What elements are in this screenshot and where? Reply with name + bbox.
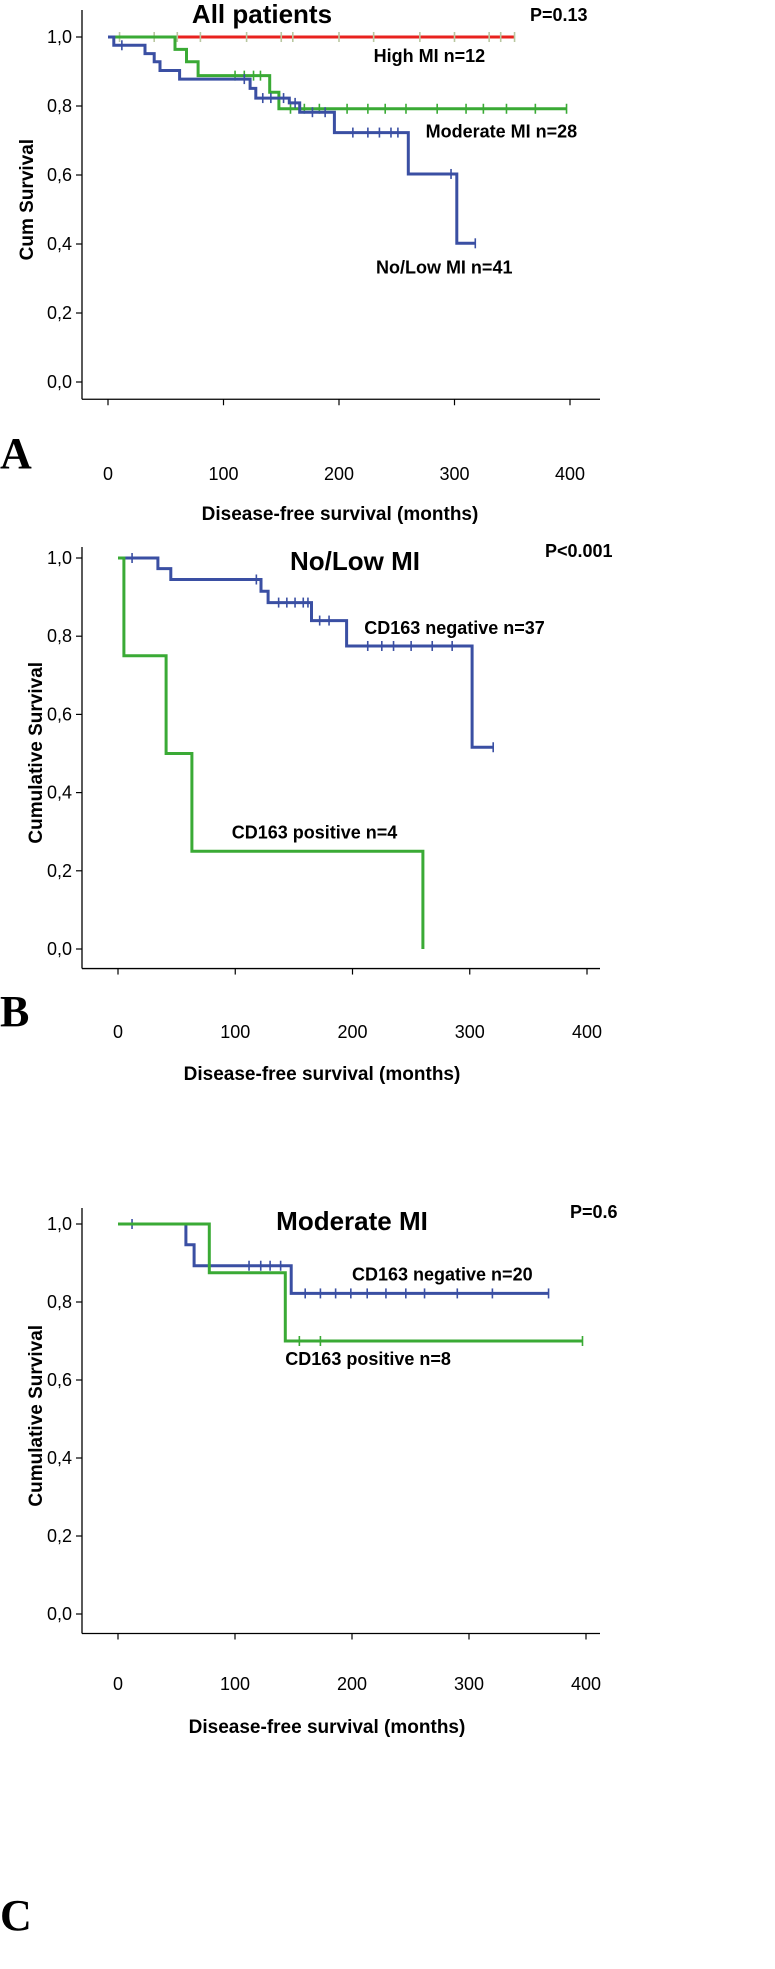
x-tick-label: 200: [337, 1022, 367, 1042]
x-tick-label: 300: [454, 1674, 484, 1694]
panel-letter: C: [0, 1891, 32, 1940]
y-tick-label: 0,0: [47, 939, 72, 959]
panel-letter: A: [0, 429, 32, 478]
y-tick-label: 0,4: [47, 1448, 72, 1468]
x-axis-title: Disease-free survival (months): [189, 1717, 466, 1738]
panel-3: 0,0 0,2 0,4 0,6 0,8 1,0 0 100 200 300 400 Disease-f…: [0, 1202, 618, 1940]
y-tick-label: 0,0: [47, 1604, 72, 1624]
series-label-no-low-mi: No/Low MI n=41: [376, 257, 513, 277]
y-axis-title: Cumulative Survival: [26, 1325, 47, 1507]
series-label-cd163-positive: CD163 positive n=8: [285, 1349, 451, 1369]
panel-1: 0,0 0,2 0,4 0,6 0,8 1,0 0 100 200 300 400 Disease-f…: [0, 0, 600, 525]
x-tick-label: 0: [103, 464, 113, 484]
series-label-high-mi: High MI n=12: [374, 46, 486, 66]
x-tick-label: 400: [555, 464, 585, 484]
y-tick-label: 1,0: [47, 1214, 72, 1234]
y-tick-label: 0,2: [47, 861, 72, 881]
x-tick-label: 400: [572, 1022, 602, 1042]
series-label-cd163-negative: CD163 negative n=37: [364, 618, 545, 638]
y-tick-label: 0,4: [47, 783, 72, 803]
survival-curve-cd163-negative: [118, 556, 494, 749]
x-tick-label: 100: [208, 464, 238, 484]
survival-curve-cd163-negative: [118, 1222, 549, 1295]
y-tick-label: 0,2: [47, 1526, 72, 1546]
y-tick-label: 0,4: [47, 234, 72, 254]
y-tick-label: 0,6: [47, 165, 72, 185]
plot-title: No/Low MI: [290, 546, 420, 576]
y-tick-label: 1,0: [47, 27, 72, 47]
x-tick-label: 0: [113, 1674, 123, 1694]
plot-title: Moderate MI: [276, 1206, 428, 1236]
y-tick-label: 0,2: [47, 303, 72, 323]
survival-curve-moderate-mi: [108, 35, 567, 111]
x-tick-label: 200: [337, 1674, 367, 1694]
x-axis-title: Disease-free survival (months): [184, 1064, 461, 1085]
survival-curve-no-low-mi: [108, 35, 476, 245]
survival-curve-cd163-positive: [118, 556, 425, 949]
y-tick-label: 0,8: [47, 96, 72, 116]
p-value: P=0.13: [530, 5, 588, 25]
y-tick-label: 0,8: [47, 1292, 72, 1312]
panel-2: 0,0 0,2 0,4 0,6 0,8 1,0 0 100 200 300 400 Disease-f…: [0, 541, 613, 1085]
x-tick-label: 100: [220, 1022, 250, 1042]
y-axis-title: Cumulative Survival: [26, 662, 47, 844]
series-label-moderate-mi: Moderate MI n=28: [426, 122, 578, 142]
x-tick-label: 300: [455, 1022, 485, 1042]
y-axis-title: Cum Survival: [17, 139, 38, 260]
y-tick-label: 0,8: [47, 626, 72, 646]
x-axis-title: Disease-free survival (months): [202, 504, 479, 525]
x-tick-label: 300: [439, 464, 469, 484]
plot-title: All patients: [192, 0, 332, 29]
x-tick-label: 100: [220, 1674, 250, 1694]
x-tick-label: 400: [571, 1674, 601, 1694]
y-tick-label: 0,0: [47, 372, 72, 392]
p-value: P=0.6: [570, 1202, 618, 1222]
y-tick-label: 1,0: [47, 548, 72, 568]
y-tick-label: 0,6: [47, 1370, 72, 1390]
y-tick-label: 0,6: [47, 704, 72, 724]
series-label-cd163-positive: CD163 positive n=4: [232, 823, 398, 843]
series-label-cd163-negative: CD163 negative n=20: [352, 1265, 533, 1285]
panel-letter: B: [0, 987, 29, 1036]
x-tick-label: 0: [113, 1022, 123, 1042]
p-value: P<0.001: [545, 541, 613, 561]
survival-curve-cd163-positive: [118, 1222, 583, 1343]
x-tick-label: 200: [324, 464, 354, 484]
